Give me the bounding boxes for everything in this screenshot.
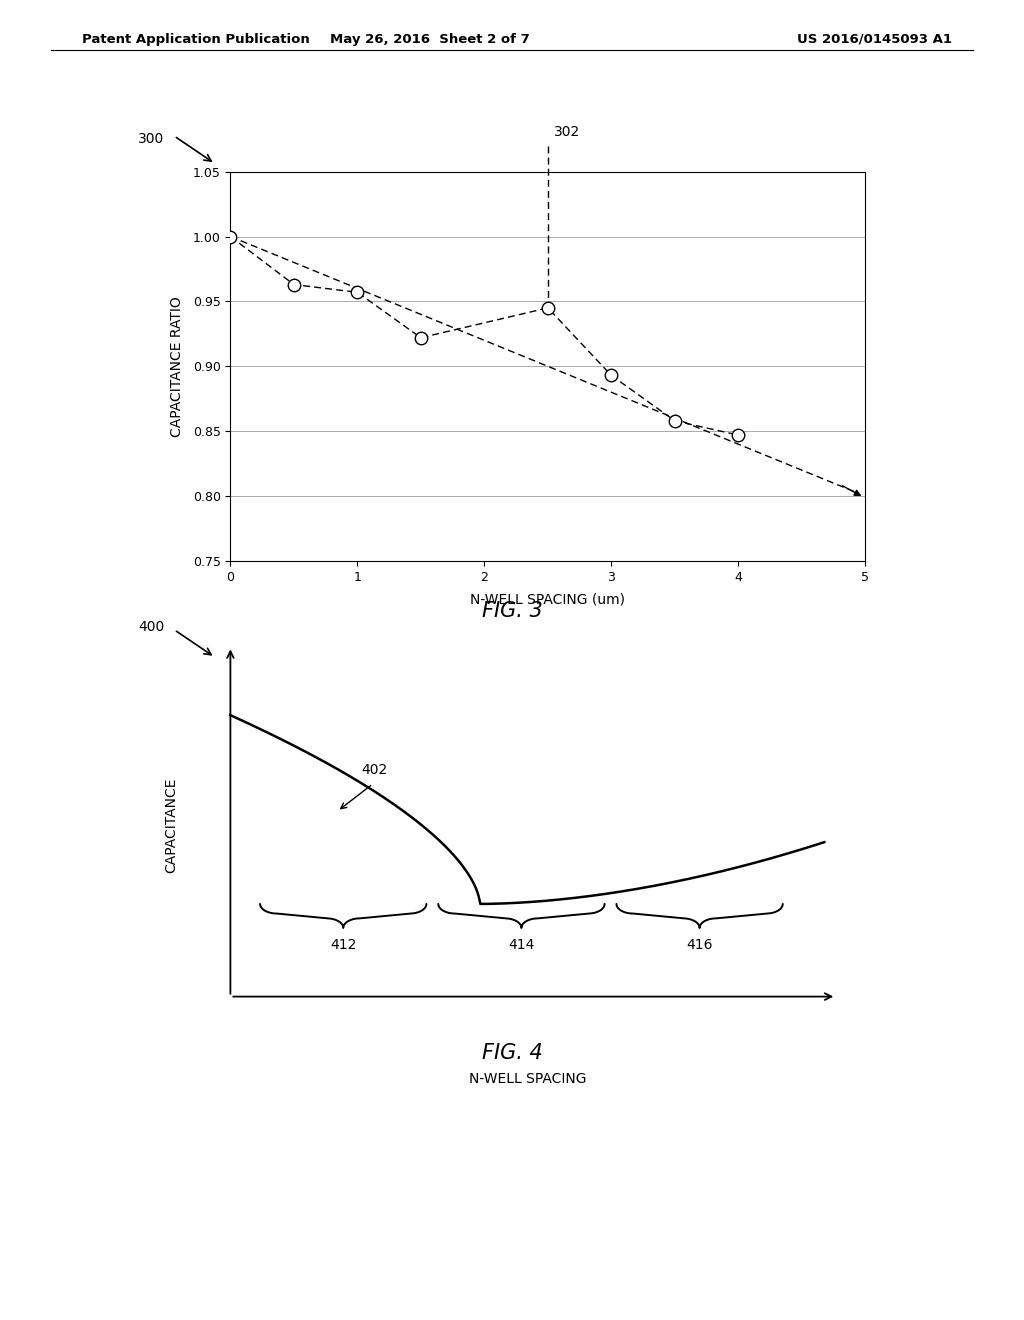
X-axis label: N-WELL SPACING (um): N-WELL SPACING (um) bbox=[470, 593, 626, 606]
Text: May 26, 2016  Sheet 2 of 7: May 26, 2016 Sheet 2 of 7 bbox=[330, 33, 530, 46]
Text: N-WELL SPACING: N-WELL SPACING bbox=[469, 1072, 586, 1086]
Text: CAPACITANCE: CAPACITANCE bbox=[164, 777, 178, 873]
Text: 412: 412 bbox=[330, 939, 356, 952]
Text: 416: 416 bbox=[686, 939, 713, 952]
Text: Patent Application Publication: Patent Application Publication bbox=[82, 33, 309, 46]
Text: 400: 400 bbox=[138, 620, 165, 635]
Text: 302: 302 bbox=[554, 125, 581, 139]
Text: FIG. 4: FIG. 4 bbox=[481, 1043, 543, 1063]
Text: 402: 402 bbox=[361, 763, 387, 777]
Text: FIG. 3: FIG. 3 bbox=[481, 601, 543, 620]
Text: US 2016/0145093 A1: US 2016/0145093 A1 bbox=[798, 33, 952, 46]
Text: 414: 414 bbox=[508, 939, 535, 952]
Text: 300: 300 bbox=[138, 132, 165, 147]
Y-axis label: CAPACITANCE RATIO: CAPACITANCE RATIO bbox=[170, 296, 184, 437]
